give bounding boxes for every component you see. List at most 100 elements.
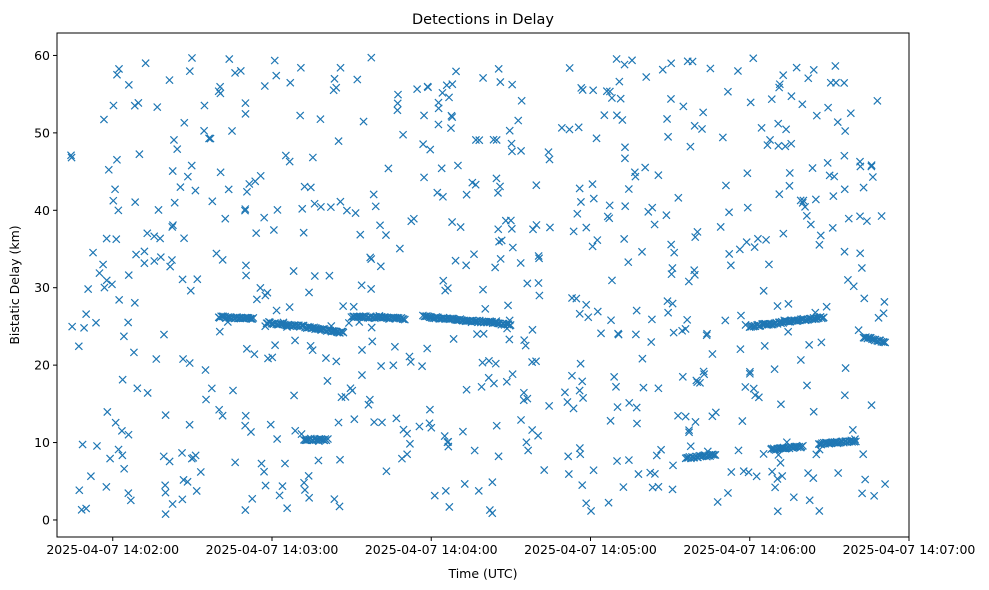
data-point	[405, 352, 414, 361]
data-point	[469, 250, 479, 259]
data-point	[367, 323, 376, 332]
data-point	[711, 408, 720, 417]
data-point	[489, 135, 498, 144]
data-point	[567, 371, 576, 380]
data-point	[187, 161, 196, 170]
data-point	[792, 63, 801, 72]
data-point	[308, 153, 317, 162]
data-point	[103, 407, 112, 416]
data-point	[743, 169, 752, 178]
data-point	[306, 341, 315, 350]
data-point	[336, 63, 345, 72]
data-point	[249, 313, 258, 322]
data-point	[86, 472, 95, 481]
data-point	[305, 493, 314, 502]
data-point	[565, 63, 574, 73]
data-point	[754, 393, 763, 402]
data-point	[766, 135, 775, 144]
data-point	[115, 295, 124, 304]
data-point	[478, 285, 488, 294]
data-point	[202, 395, 211, 404]
data-point	[802, 381, 812, 390]
data-point	[684, 277, 693, 286]
data-point	[77, 505, 86, 514]
data-point	[273, 434, 282, 444]
data-point	[504, 301, 513, 310]
data-point	[841, 126, 850, 136]
data-point	[268, 353, 277, 362]
data-point	[721, 316, 730, 325]
data-point	[721, 181, 730, 190]
data-point	[369, 190, 378, 199]
data-point	[685, 428, 694, 437]
data-point	[801, 202, 810, 211]
data-point	[330, 495, 339, 504]
data-point	[859, 183, 868, 192]
data-point	[560, 388, 569, 397]
data-point	[811, 195, 820, 204]
data-point	[862, 217, 871, 226]
data-point	[135, 150, 144, 159]
data-point	[668, 461, 678, 470]
data-point	[607, 276, 616, 285]
data-point	[856, 249, 865, 258]
data-point	[873, 96, 882, 105]
data-point	[419, 140, 428, 149]
data-point	[335, 455, 345, 464]
data-point	[825, 171, 834, 180]
data-point	[212, 249, 221, 258]
data-point	[642, 72, 651, 82]
data-point	[337, 393, 346, 402]
data-point	[616, 94, 625, 103]
data-point	[242, 271, 251, 280]
data-point	[335, 502, 344, 511]
data-point	[798, 441, 807, 450]
data-point	[690, 121, 699, 130]
data-point	[828, 223, 837, 232]
data-point	[441, 486, 450, 495]
data-point	[817, 338, 826, 347]
data-point	[332, 357, 341, 366]
data-point	[505, 335, 514, 344]
data-point	[430, 491, 439, 500]
data-point	[196, 467, 205, 476]
data-point	[686, 442, 695, 451]
data-point	[796, 355, 805, 365]
data-point	[667, 270, 676, 279]
data-point	[702, 331, 711, 340]
data-point	[392, 414, 401, 423]
data-point	[102, 234, 111, 243]
data-point	[109, 101, 118, 110]
data-point	[745, 367, 754, 376]
data-point	[668, 299, 677, 308]
data-point	[479, 329, 488, 338]
data-point	[186, 286, 195, 295]
data-point	[574, 123, 583, 132]
data-point	[519, 396, 528, 405]
data-point	[785, 181, 794, 190]
data-point	[245, 179, 254, 188]
data-point	[494, 225, 503, 234]
data-point	[654, 384, 663, 393]
data-point	[516, 258, 525, 268]
data-point	[446, 124, 455, 133]
data-point	[867, 162, 876, 171]
data-point	[241, 411, 250, 420]
data-point	[787, 92, 796, 101]
data-point	[348, 386, 357, 395]
data-point	[778, 472, 787, 481]
data-point	[699, 108, 708, 117]
data-point	[357, 281, 366, 290]
data-point	[323, 376, 332, 385]
data-point	[602, 87, 611, 96]
data-point	[816, 231, 825, 240]
data-point	[605, 214, 614, 223]
data-point	[427, 423, 436, 432]
data-point	[82, 504, 91, 513]
data-point	[582, 223, 591, 232]
data-point	[846, 109, 855, 118]
data-point	[768, 467, 777, 476]
data-point	[355, 317, 364, 326]
data-point	[423, 83, 433, 92]
